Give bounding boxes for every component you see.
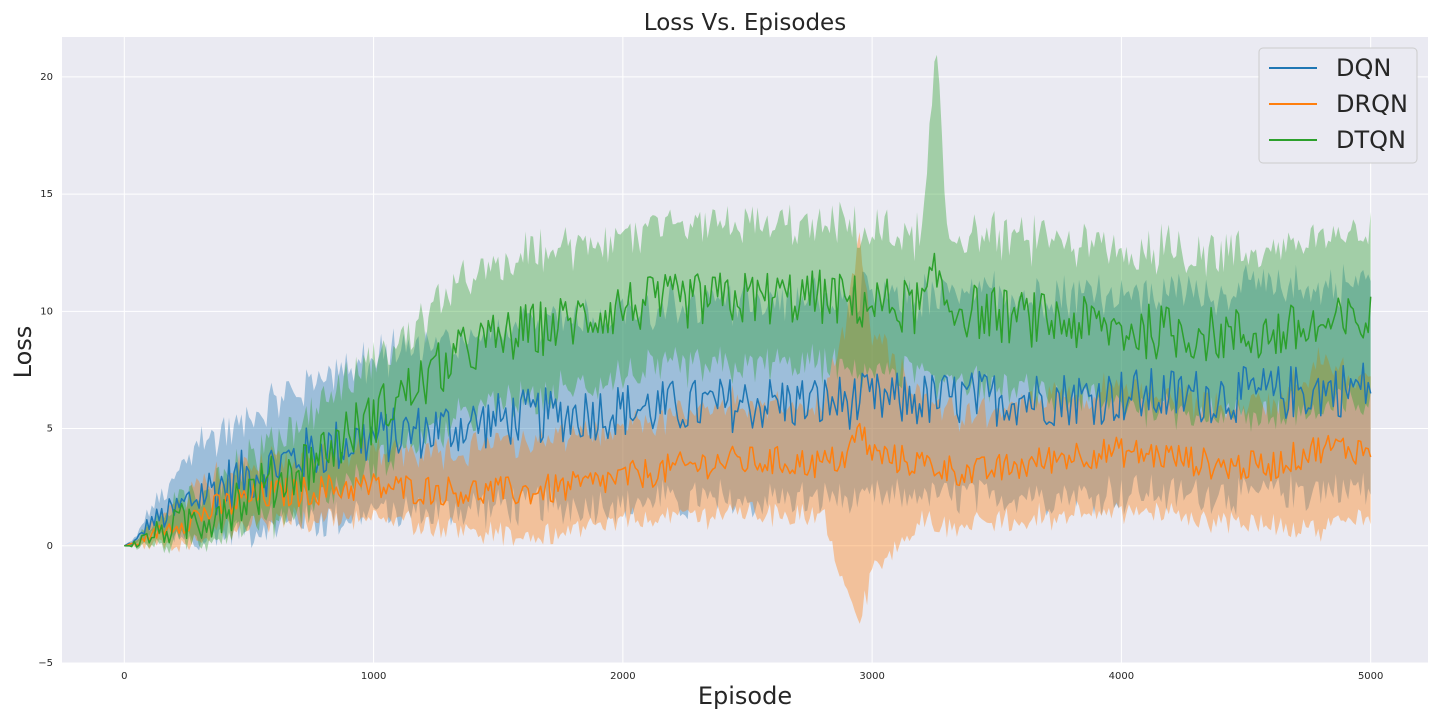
confidence-band-layer — [124, 54, 1371, 624]
line-drqn — [124, 422, 1372, 547]
x-tick-label: 5000 — [1358, 671, 1383, 682]
x-axis-label: Episode — [698, 682, 792, 710]
y-tick-label: 0 — [47, 541, 53, 552]
x-tick-label: 2000 — [610, 671, 635, 682]
line-dtqn — [124, 252, 1372, 548]
band-drqn — [124, 232, 1371, 624]
legend-label-dtqn: DTQN — [1336, 126, 1406, 154]
chart-title: Loss Vs. Episodes — [644, 10, 846, 36]
y-tick-label: −5 — [38, 658, 53, 669]
series-line-layer — [123, 252, 1372, 548]
x-tick-label: 0 — [121, 671, 127, 682]
x-tick-label: 1000 — [361, 671, 386, 682]
y-tick-label: 15 — [40, 189, 53, 200]
x-tick-label: 4000 — [1109, 671, 1134, 682]
band-dqn — [124, 263, 1371, 551]
x-tick-label: 3000 — [859, 671, 884, 682]
band-dtqn — [124, 54, 1371, 554]
legend: DQN DRQN DTQN — [1258, 47, 1418, 164]
tick-label-layer: 0 1000 2000 3000 4000 5000 −5 0 5 10 15 20 — [38, 72, 1383, 682]
legend-items: DQN DRQN DTQN — [1269, 54, 1408, 154]
legend-label-drqn: DRQN — [1336, 90, 1408, 118]
y-axis-label: Loss — [9, 326, 37, 379]
legend-box — [1258, 47, 1418, 164]
y-tick-label: 5 — [47, 424, 53, 435]
legend-label-dqn: DQN — [1336, 54, 1391, 82]
y-tick-label: 10 — [40, 306, 53, 317]
y-tick-label: 20 — [40, 72, 53, 83]
plot-background — [62, 37, 1428, 663]
grid-layer — [62, 37, 1428, 664]
